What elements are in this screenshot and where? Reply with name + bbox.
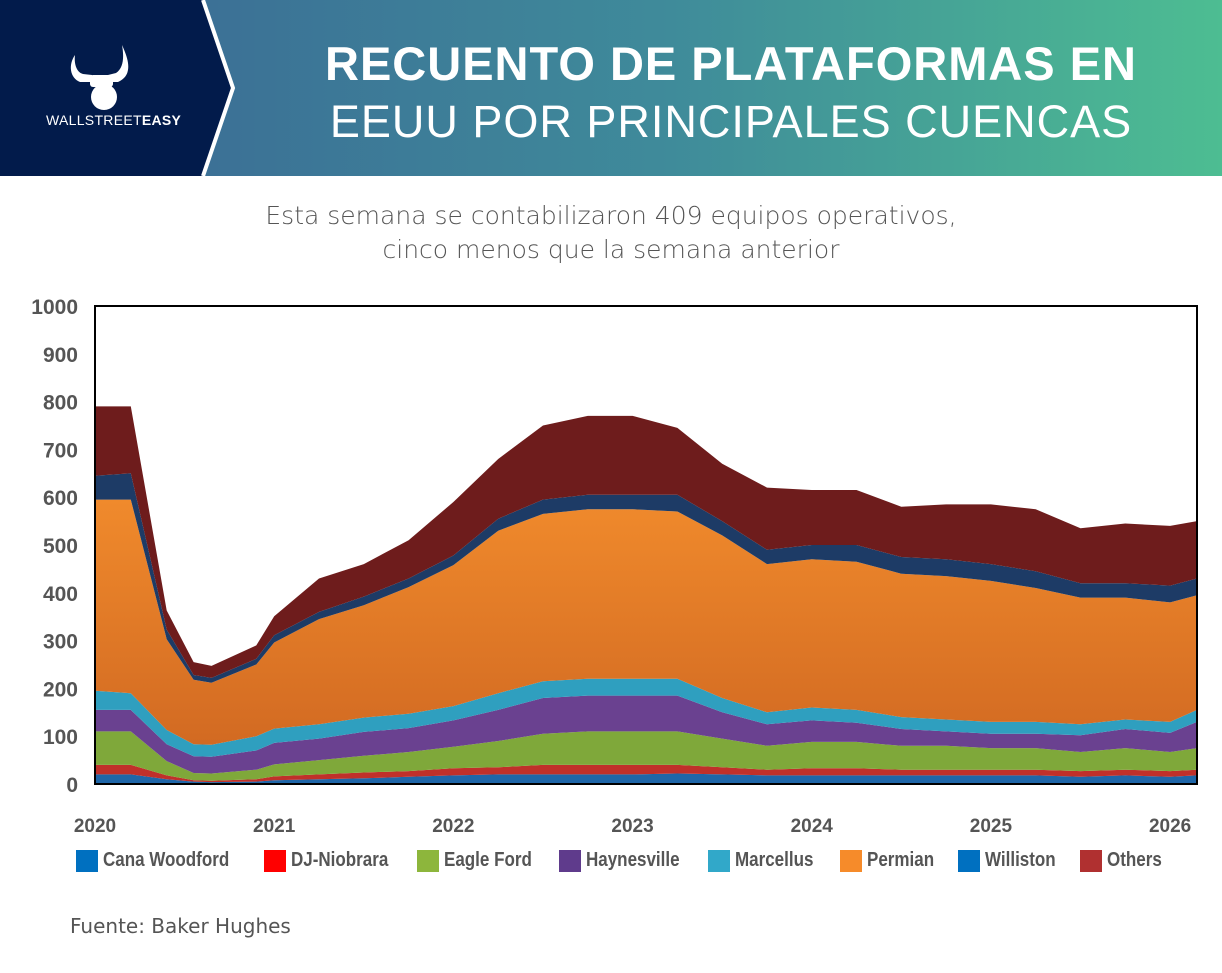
legend-item: Eagle Ford	[417, 849, 533, 872]
header-banner: WALLSTREETEASY RECUENTO DE PLATAFORMAS E…	[0, 0, 1222, 176]
y-tick-label: 400	[43, 583, 78, 606]
legend-swatch	[559, 849, 582, 872]
x-tick-label: 2024	[791, 816, 834, 837]
y-tick-label: 500	[43, 535, 78, 558]
legend-item: Cana Woodford	[76, 849, 238, 872]
source-note: Fuente: Baker Hughes	[70, 914, 291, 938]
legend-label: Cana Woodford	[103, 849, 230, 871]
legend-swatch	[839, 849, 862, 872]
y-tick-label: 0	[66, 774, 78, 797]
legend-swatch	[957, 849, 980, 872]
y-tick-label: 100	[43, 726, 78, 749]
legend-item: DJ-Niobrara	[263, 849, 391, 872]
legend-label: Marcellus	[735, 849, 814, 871]
legend-item: Permian	[839, 849, 934, 872]
x-tick-label: 2023	[611, 816, 653, 837]
legend-label: Haynesville	[586, 849, 680, 871]
title-line-1: RECUENTO DE PLATAFORMAS EN	[325, 37, 1137, 90]
y-tick-label: 600	[43, 487, 78, 510]
legend-label: Others	[1106, 849, 1162, 871]
subtitle-line-2: cinco menos que la semana anterior	[382, 235, 840, 264]
area-others	[95, 406, 1197, 678]
subtitle-line-1: Esta semana se contabilizaron 409 equipo…	[265, 201, 957, 230]
logo-block	[0, 0, 236, 176]
y-tick-label: 800	[43, 392, 78, 415]
y-tick-label: 1000	[31, 296, 78, 319]
x-tick-label: 2020	[74, 816, 116, 837]
y-tick-label: 700	[43, 439, 78, 462]
legend-label: Permian	[866, 849, 934, 871]
legend-label: DJ-Niobrara	[290, 849, 388, 871]
plot-frame	[94, 305, 1198, 785]
x-tick-label: 2025	[970, 816, 1013, 837]
legend-swatch	[76, 849, 98, 872]
logo-text-bold: EASY	[141, 112, 182, 128]
y-tick-label: 300	[43, 631, 78, 654]
legend-label: Williston	[984, 849, 1056, 871]
legend-swatch	[1079, 849, 1102, 872]
legend-label: Eagle Ford	[444, 849, 532, 871]
area-haynesville	[95, 695, 1197, 774]
area-eagle-ford	[95, 731, 1197, 781]
legend-swatch	[417, 849, 439, 872]
legend-swatch	[708, 849, 731, 872]
area-williston	[95, 473, 1197, 683]
x-tick-label: 2026	[1149, 816, 1191, 837]
legend-item: Others	[1079, 849, 1162, 872]
legend: Cana Woodford DJ-Niobrara Eagle Ford Haynes…	[76, 849, 1183, 872]
area-cana-woodford	[95, 773, 1197, 784]
legend-item: Haynesville	[559, 849, 682, 872]
title-line-2: EEUU POR PRINCIPALES CUENCAS	[329, 96, 1133, 147]
logo-text: WALLSTREETEASY	[46, 112, 181, 128]
y-tick-label: 200	[43, 678, 78, 701]
legend-item: Williston	[957, 849, 1056, 872]
area-permian	[95, 499, 1197, 745]
x-tick-label: 2022	[432, 816, 474, 837]
area-marcellus	[95, 678, 1197, 757]
x-tick-label: 2021	[253, 816, 296, 837]
bull-fist-logo-icon	[70, 45, 129, 110]
logo-text-light: WALLSTREET	[46, 112, 142, 128]
legend-item: Marcellus	[708, 849, 814, 872]
subtitle: Esta semana se contabilizaron 409 equipo…	[0, 199, 1222, 267]
y-tick-label: 900	[43, 344, 78, 367]
legend-swatch	[263, 849, 286, 872]
area-dj-niobrara	[95, 764, 1197, 783]
